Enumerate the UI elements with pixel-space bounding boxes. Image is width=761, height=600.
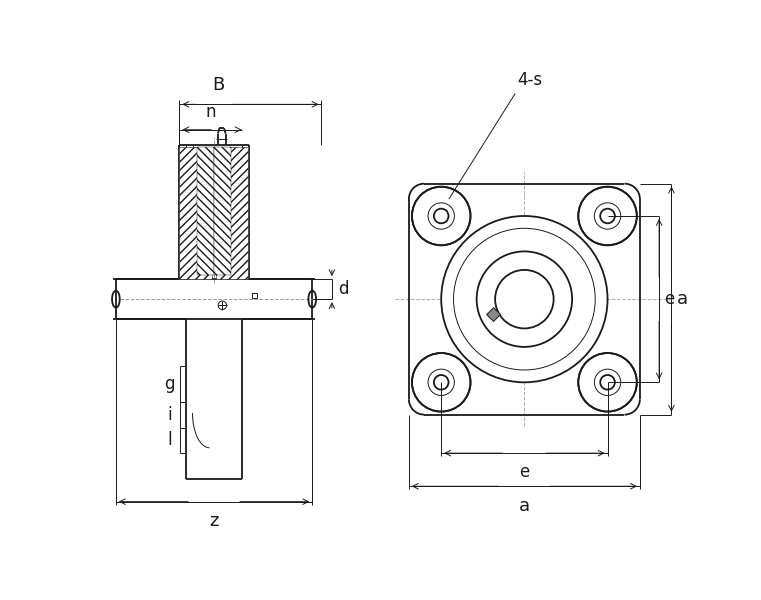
Circle shape bbox=[441, 216, 607, 382]
Polygon shape bbox=[486, 308, 501, 322]
Text: e: e bbox=[519, 463, 530, 481]
Circle shape bbox=[578, 353, 637, 412]
Text: 4-s: 4-s bbox=[517, 71, 543, 89]
Bar bbox=[180, 146, 212, 279]
Bar bbox=[197, 146, 214, 275]
Text: a: a bbox=[519, 497, 530, 515]
Text: e: e bbox=[664, 290, 675, 308]
Bar bbox=[252, 293, 257, 298]
Text: d: d bbox=[338, 280, 349, 298]
Bar bbox=[214, 146, 231, 275]
Text: i: i bbox=[167, 406, 172, 424]
Text: g: g bbox=[164, 375, 175, 393]
Text: l: l bbox=[167, 431, 172, 449]
Circle shape bbox=[578, 187, 637, 245]
Text: a: a bbox=[677, 290, 688, 308]
Text: z: z bbox=[209, 512, 218, 530]
Circle shape bbox=[412, 187, 470, 245]
Circle shape bbox=[412, 353, 470, 412]
Text: n: n bbox=[205, 103, 216, 121]
Bar bbox=[215, 146, 248, 279]
Text: B: B bbox=[212, 76, 224, 94]
